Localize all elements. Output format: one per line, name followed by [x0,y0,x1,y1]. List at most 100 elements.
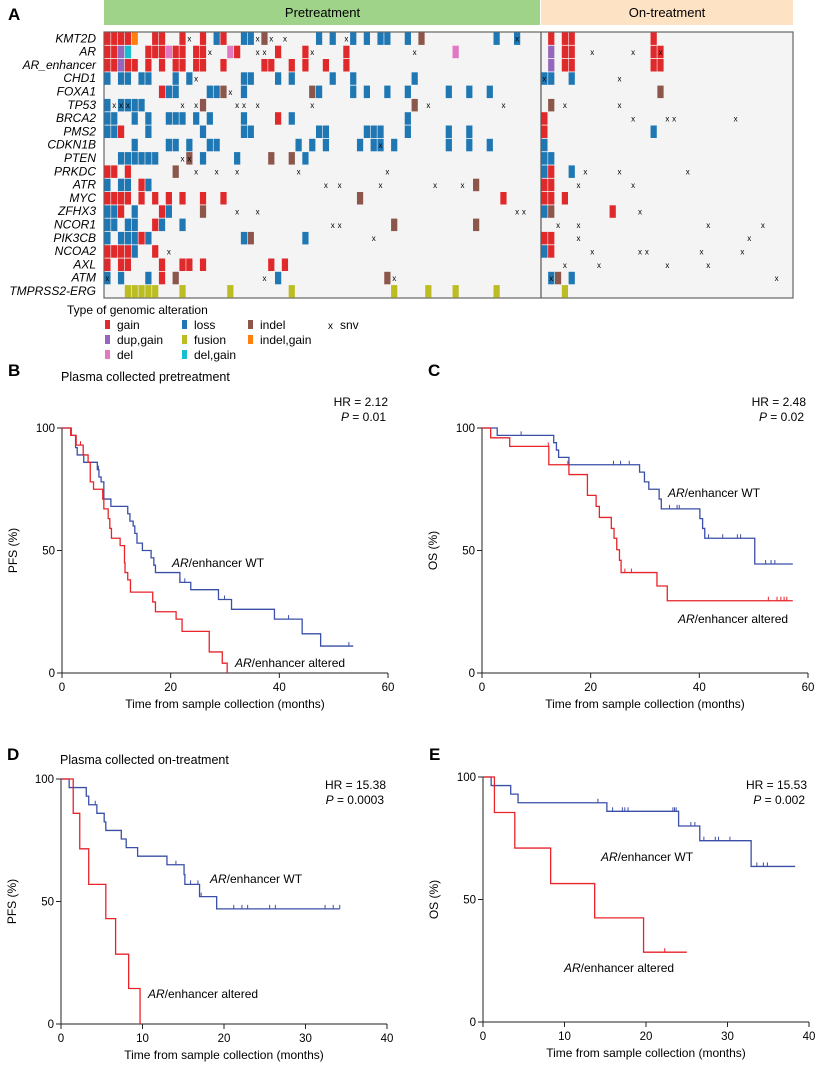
alteration-cell-gain [179,192,186,205]
alteration-mark-snv: x [119,101,123,110]
alteration-cell-gain [145,45,152,59]
legend-label: gain [117,318,140,332]
alteration-cell-loss [158,218,166,232]
alteration-cell-loss [288,72,295,85]
alteration-cell-loss [138,98,145,112]
alteration-mark-snv: x [372,234,376,243]
alteration-mark-snv: x [256,35,260,44]
alteration-mark-snv: x [699,247,703,256]
x-tick-label: 20 [584,682,597,694]
x-tick-label: 60 [802,682,815,694]
alteration-cell-loss [548,72,555,85]
alteration-cell-loss [377,138,384,152]
alteration-cell-indel [384,271,391,285]
series-label-wt: AR/enhancer WT [209,872,303,886]
legend-swatch-indel-gain [248,335,253,344]
alteration-cell-gain [561,192,569,205]
alteration-cell-gain [541,231,548,245]
y-tick-label: 0 [469,668,475,680]
alteration-cell-gain [138,231,145,245]
alteration-cell-loss [445,125,452,138]
alteration-mark-snv: x [235,101,239,110]
alteration-cell-loss [541,72,548,85]
alteration-cell-gain [158,59,166,72]
alteration-cell-indel [473,218,480,232]
alteration-cell-gain [199,192,207,205]
alteration-cell-loss [104,218,111,232]
alteration-cell-gain [152,245,159,258]
alteration-cell-gain [609,205,616,218]
alteration-cell-indel [356,192,364,205]
alteration-cell-gain [220,32,227,45]
x-tick-label: 0 [58,1033,64,1045]
alteration-cell-indel [268,152,275,165]
km-curve-altered [483,776,687,953]
y-tick-label: 100 [35,774,54,786]
alteration-cell-gain [158,258,166,271]
series-label-gene: AR [234,656,252,670]
p-value: P = 0.01 [341,410,386,424]
alteration-mark-snv: x [235,208,239,217]
alteration-mark-snv: x [167,247,171,256]
alteration-cell-loss [131,231,138,245]
gene-label: PTEN [64,151,96,165]
alteration-cell-gain [548,165,555,178]
alteration-cell-loss [199,152,207,165]
alteration-cell-loss [179,112,186,125]
alteration-mark-snv: x [385,168,389,177]
alteration-mark-snv: x [577,181,581,190]
alteration-mark-snv: x [740,247,744,256]
alteration-mark-snv: x [542,75,546,84]
alteration-cell-gain [275,45,282,59]
alteration-cell-gain [158,45,166,59]
alteration-cell-gain [281,258,289,271]
alteration-cell-indel [247,231,254,245]
alteration-cell-loss [240,85,248,99]
alteration-mark-snv: x [638,247,642,256]
alteration-cell-loss [275,72,282,85]
alteration-cell-gain [541,192,548,205]
alteration-mark-snv: x [460,181,464,190]
x-tick-label: 20 [640,1031,653,1043]
gene-label: AR_enhancer [22,58,97,72]
alteration-cell-loss [138,152,145,165]
series-label-rest: /enhancer WT [189,556,265,570]
alteration-cell-gain [152,45,159,59]
alteration-cell-gain [343,45,350,59]
alteration-cell-loss [384,32,391,45]
alteration-mark-snv: x [686,168,690,177]
alteration-cell-loss [206,138,213,152]
alteration-cell-gain [111,192,118,205]
alteration-mark-snv: x [672,114,676,123]
alteration-mark-snv: x [194,168,198,177]
alteration-cell-loss [329,32,336,45]
x-tick-label: 30 [299,1033,312,1045]
alteration-cell-fusion [145,285,152,298]
alteration-cell-loss [445,85,452,99]
alteration-mark-snv: x [181,154,185,163]
alteration-cell-loss [486,138,493,152]
alteration-cell-gain [104,245,111,258]
alteration-mark-snv: x [105,274,109,283]
alteration-cell-gain [104,59,111,72]
series-label-altered: AR/enhancer altered [234,656,345,670]
alteration-cell-loss [117,178,125,192]
alteration-cell-loss [111,112,118,125]
alteration-cell-indel [657,85,664,99]
km-panel-b: B Plasma collected pretreatment 0 20 40 60 0 50… [6,361,394,711]
alteration-cell-loss [172,112,179,125]
series-label-wt: AR/enhancer WT [171,556,265,570]
panel-label-b: B [8,361,20,380]
series-label-gene: AR [171,556,189,570]
alteration-cell-fusion [425,285,432,298]
alteration-cell-fusion [452,285,459,298]
alteration-cell-gain [158,32,166,45]
alteration-mark-snv: x [563,101,567,110]
alteration-mark-snv: x [426,101,430,110]
alteration-cell-loss [240,112,248,125]
alteration-cell-gain [500,192,507,205]
alteration-mark-snv: x [283,35,287,44]
legend-label: del [117,348,133,362]
alteration-cell-loss [541,165,548,178]
